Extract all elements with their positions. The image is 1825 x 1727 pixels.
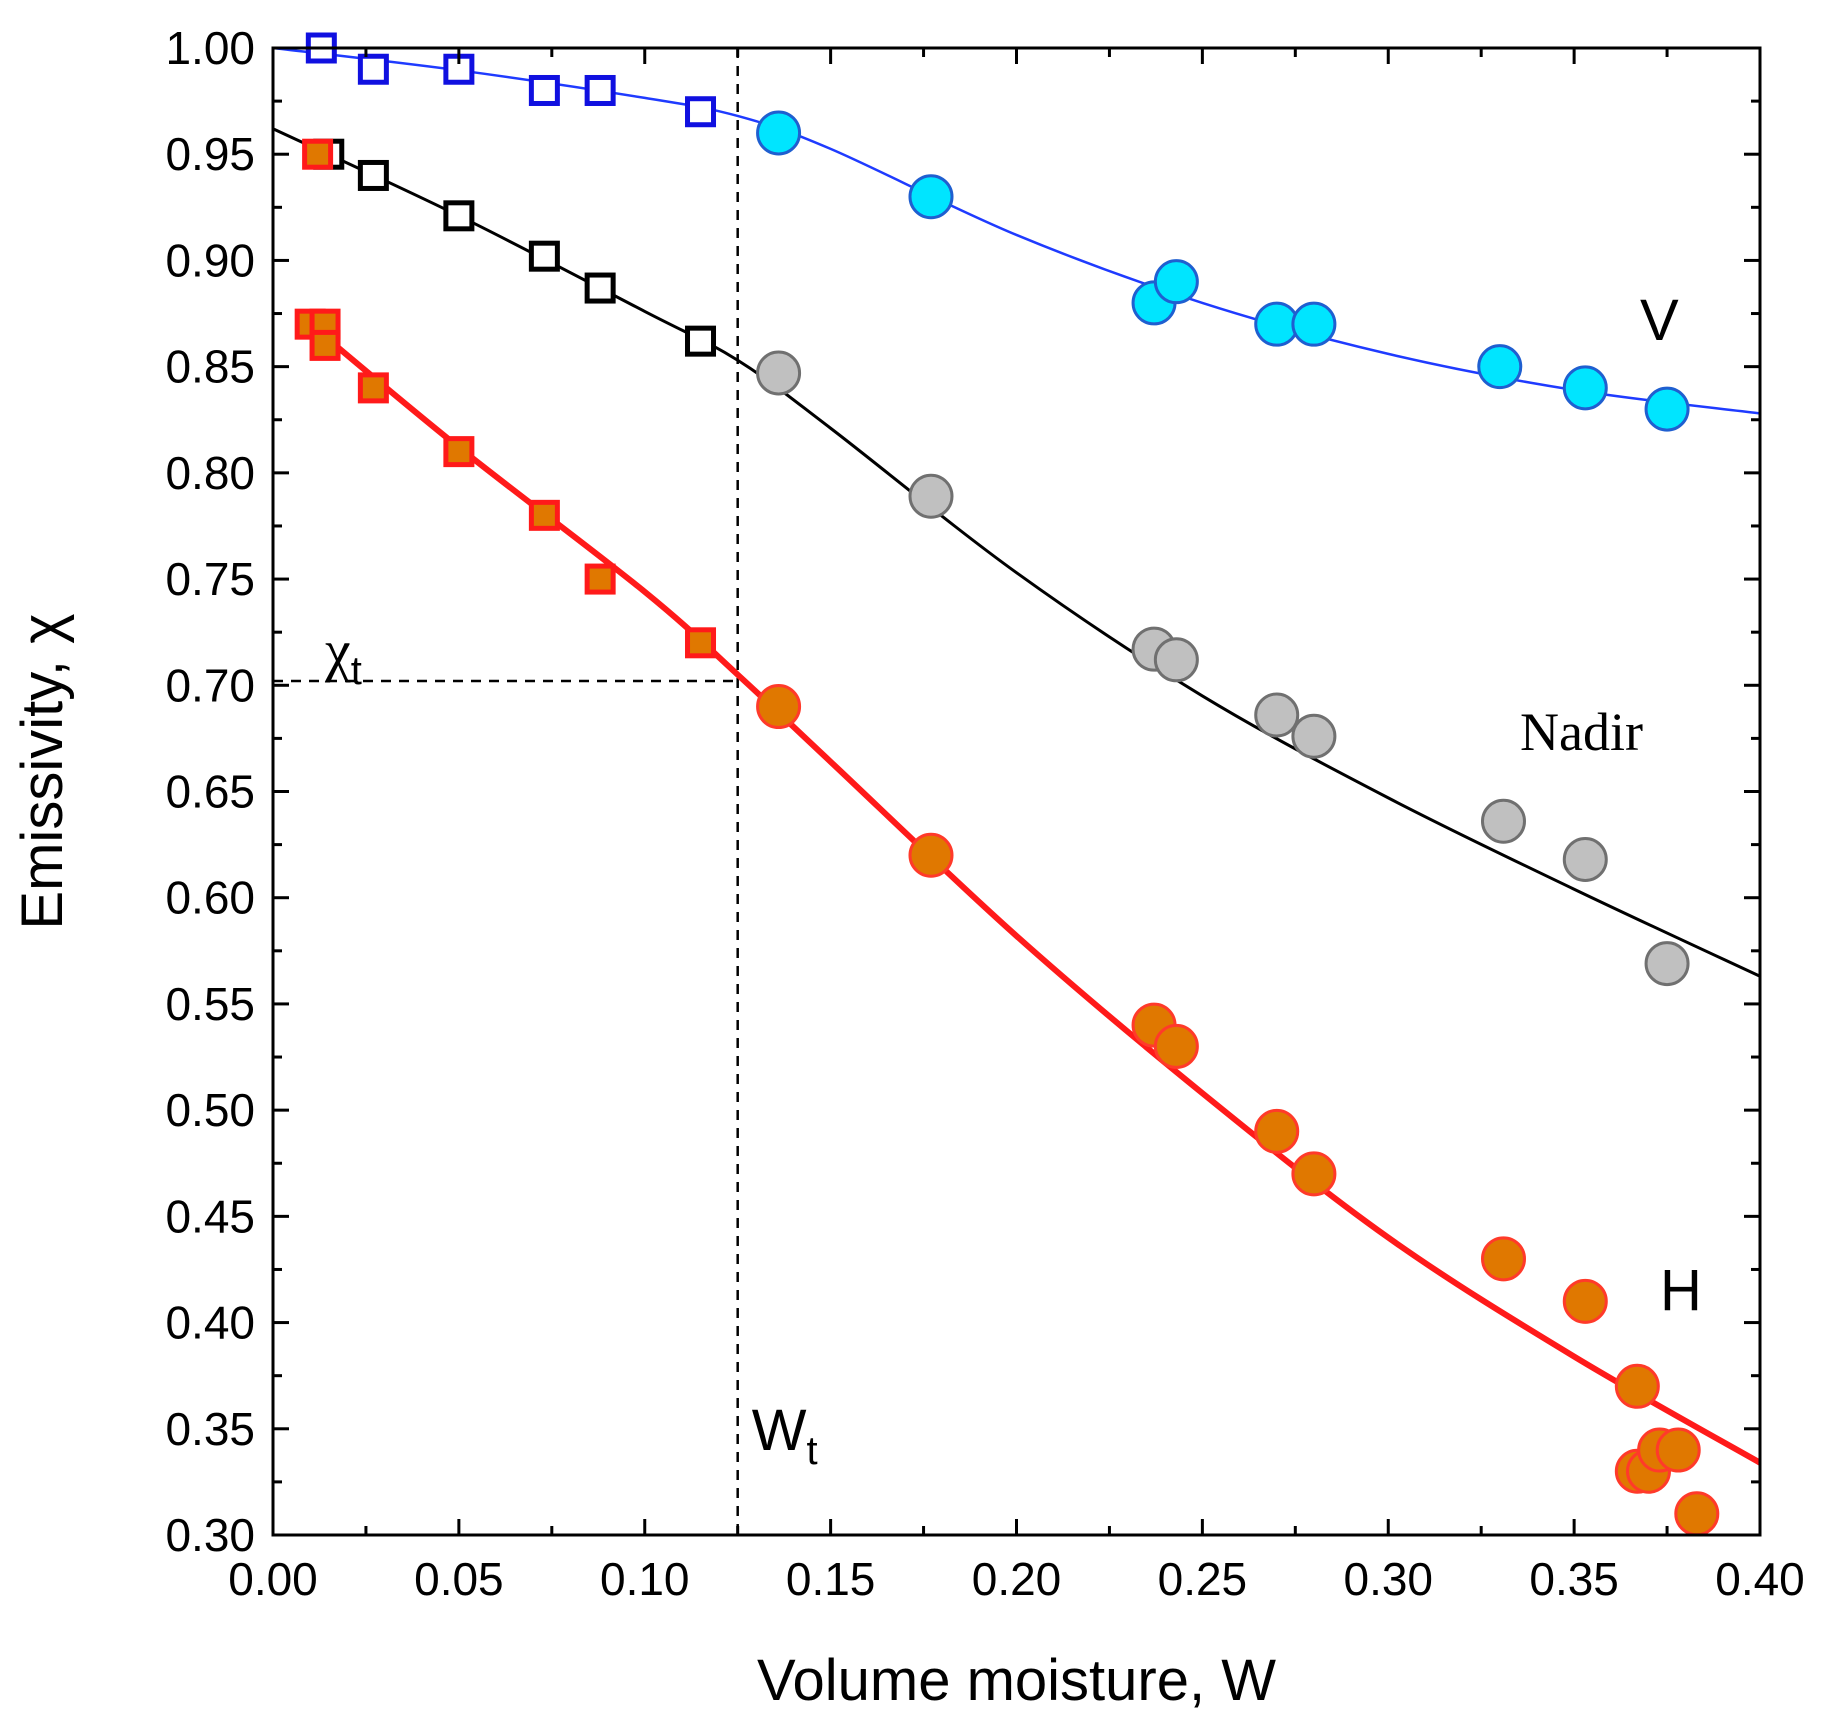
marker-square-v (685, 96, 717, 128)
y-tick-label: 0.40 (165, 1297, 255, 1349)
marker-circle-nadir (756, 350, 802, 396)
marker-circle-v (1644, 386, 1690, 432)
y-tick-label: 0.50 (165, 1084, 255, 1136)
marker-circle-nadir (1153, 637, 1199, 683)
wt-annotation-main: W (752, 1398, 807, 1463)
x-tick-label: 0.15 (786, 1553, 876, 1605)
chi-t-annotation-sub: t (351, 649, 362, 693)
marker-square-h (528, 499, 560, 531)
marker-circle-h (908, 832, 954, 878)
marker-circle-h (1291, 1151, 1337, 1197)
marker-square-nadir (528, 240, 560, 272)
marker-circle-v (1291, 301, 1337, 347)
y-tick-label: 1.00 (165, 22, 255, 74)
chi-t-annotation-main: χ (324, 618, 351, 683)
marker-square-h (357, 372, 389, 404)
marker-circle-v (1562, 365, 1608, 411)
y-tick-label: 0.75 (165, 553, 255, 605)
y-tick-label: 0.30 (165, 1509, 255, 1561)
marker-circle-h (1480, 1236, 1526, 1282)
marker-square-nadir (443, 200, 475, 232)
marker-circle-h (756, 684, 802, 730)
marker-circle-h (1614, 1363, 1660, 1409)
marker-circle-nadir (1254, 692, 1300, 738)
marker-circle-v (908, 174, 954, 220)
x-tick-label: 0.05 (414, 1553, 504, 1605)
y-tick-label: 0.85 (165, 341, 255, 393)
x-tick-label: 0.35 (1529, 1553, 1619, 1605)
y-tick-labels: 0.30 0.35 0.40 0.45 0.50 0.55 0.60 0.65 0.70 0.75… (165, 22, 255, 1561)
axis-ticks (271, 46, 1762, 1537)
y-tick-label: 0.60 (165, 872, 255, 924)
marker-square-v (584, 74, 616, 106)
y-tick-label: 0.35 (165, 1403, 255, 1455)
x-tick-label: 0.20 (972, 1553, 1062, 1605)
x-tick-label: 0.10 (600, 1553, 690, 1605)
marker-square-v (528, 74, 560, 106)
marker-square-nadir (584, 272, 616, 304)
x-tick-label: 0.30 (1343, 1553, 1433, 1605)
marker-circle-nadir (1480, 798, 1526, 844)
x-tick-label: 0.25 (1158, 1553, 1248, 1605)
y-tick-label: 0.95 (165, 128, 255, 180)
marker-square-h (443, 436, 475, 468)
wt-annotation-sub: t (806, 1429, 817, 1473)
y-tick-label: 0.70 (165, 659, 255, 711)
marker-circle-v (756, 110, 802, 156)
marker-circle-h (1655, 1427, 1701, 1473)
marker-circle-nadir (1644, 941, 1690, 987)
marker-square-nadir (685, 325, 717, 357)
marker-square-h (584, 563, 616, 595)
marker-circle-nadir (1291, 713, 1337, 759)
marker-circle-h (1562, 1278, 1608, 1324)
y-tick-label: 0.65 (165, 766, 255, 818)
series-label-nadir: Nadir (1520, 702, 1643, 762)
marker-circle-nadir (908, 473, 954, 519)
y-tick-label: 0.45 (165, 1190, 255, 1242)
y-tick-label: 0.55 (165, 978, 255, 1030)
y-tick-label: 0.90 (165, 234, 255, 286)
marker-circle-h (1254, 1108, 1300, 1154)
threshold-lines (273, 48, 739, 1535)
marker-square-h (302, 138, 334, 170)
x-tick-labels: 0.00 0.05 0.10 0.15 0.20 0.25 0.30 0.35 0.40 (228, 1553, 1805, 1605)
data-markers (294, 32, 1720, 1537)
x-tick-label: 0.40 (1715, 1553, 1805, 1605)
marker-circle-v (1153, 259, 1199, 305)
marker-circle-h (1153, 1023, 1199, 1069)
series-label-h: H (1660, 1258, 1702, 1323)
y-axis-title: Emissivity, χ (10, 613, 75, 929)
marker-square-h (685, 627, 717, 659)
marker-square-h (309, 329, 341, 361)
marker-square-v (357, 53, 389, 85)
y-tick-label: 0.80 (165, 447, 255, 499)
x-axis-title: Volume moisture, W (757, 1648, 1276, 1713)
series-label-v: V (1640, 288, 1679, 353)
marker-circle-v (1477, 344, 1523, 390)
wt-annotation: Wt (752, 1398, 818, 1473)
marker-circle-nadir (1562, 836, 1608, 882)
marker-square-nadir (357, 159, 389, 191)
x-tick-label: 0.00 (228, 1553, 318, 1605)
marker-circle-h (1674, 1491, 1720, 1537)
chi-t-annotation: χt (324, 618, 362, 693)
